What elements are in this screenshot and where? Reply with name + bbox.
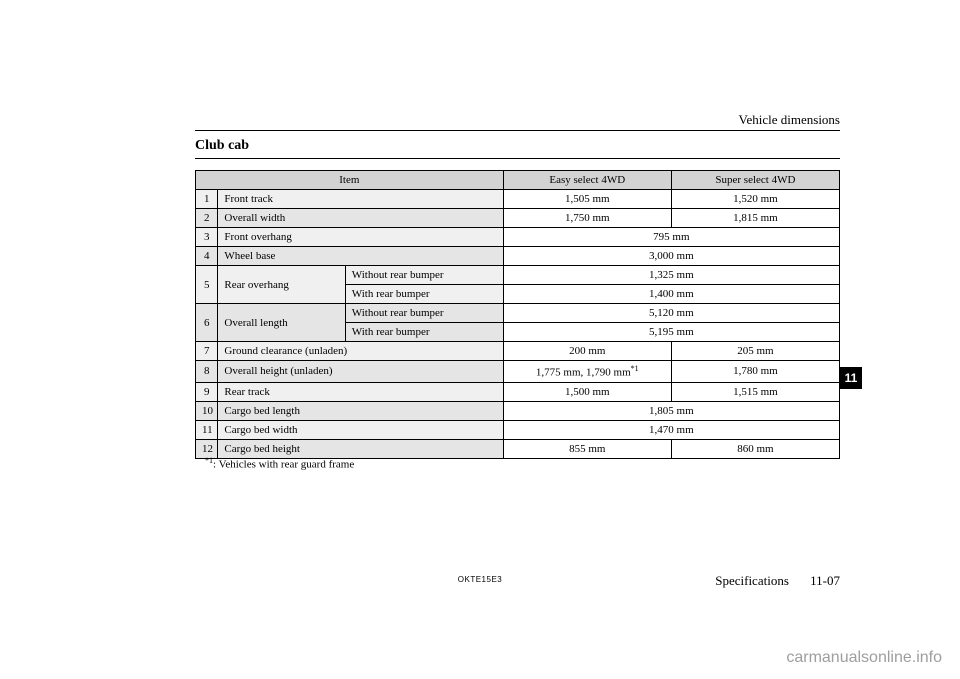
table-row: 7 Ground clearance (unladen) 200 mm 205 … [196, 342, 840, 361]
table-row: 4 Wheel base 3,000 mm [196, 247, 840, 266]
row-subitem: Without rear bumper [345, 304, 503, 323]
row-val-b: 1,780 mm [671, 361, 839, 383]
row-val-a-text: 1,775 mm, 1,790 mm [536, 367, 631, 379]
table-row: 3 Front overhang 795 mm [196, 228, 840, 247]
table-row: 9 Rear track 1,500 mm 1,515 mm [196, 382, 840, 401]
row-val-merged: 795 mm [503, 228, 839, 247]
row-val-b: 1,815 mm [671, 209, 839, 228]
row-item: Cargo bed length [218, 401, 503, 420]
row-val-a: 1,500 mm [503, 382, 671, 401]
row-num: 10 [196, 401, 218, 420]
spec-table: Item Easy select 4WD Super select 4WD 1 … [195, 170, 840, 459]
footnote-mark: *1 [205, 456, 213, 465]
footnote: *1: Vehicles with rear guard frame [205, 456, 354, 471]
row-val-merged: 1,805 mm [503, 401, 839, 420]
row-val-a: 200 mm [503, 342, 671, 361]
row-val-merged: 5,120 mm [503, 304, 839, 323]
row-val-a: 1,505 mm [503, 190, 671, 209]
row-item: Ground clearance (unladen) [218, 342, 503, 361]
table-header-row: Item Easy select 4WD Super select 4WD [196, 171, 840, 190]
footnote-ref: *1 [631, 364, 639, 373]
section-title: Club cab [195, 138, 249, 154]
row-val-b: 1,520 mm [671, 190, 839, 209]
row-item: Front track [218, 190, 503, 209]
row-val-merged: 1,325 mm [503, 266, 839, 285]
row-num: 5 [196, 266, 218, 304]
row-num: 7 [196, 342, 218, 361]
row-val-a: 1,750 mm [503, 209, 671, 228]
row-item: Rear track [218, 382, 503, 401]
running-head: Vehicle dimensions [739, 112, 840, 128]
row-item: Rear overhang [218, 266, 345, 304]
row-val-merged: 1,400 mm [503, 285, 839, 304]
spec-table-wrap: Item Easy select 4WD Super select 4WD 1 … [195, 170, 840, 459]
row-item: Wheel base [218, 247, 503, 266]
row-num: 3 [196, 228, 218, 247]
row-item: Front overhang [218, 228, 503, 247]
row-val-b: 1,515 mm [671, 382, 839, 401]
col-header-variant-b: Super select 4WD [671, 171, 839, 190]
row-num: 8 [196, 361, 218, 383]
row-num: 6 [196, 304, 218, 342]
row-num: 2 [196, 209, 218, 228]
page: Vehicle dimensions Club cab Item Easy se… [0, 0, 960, 679]
footer-section: Specifications [715, 573, 789, 588]
table-row: 8 Overall height (unladen) 1,775 mm, 1,7… [196, 361, 840, 383]
row-val-merged: 3,000 mm [503, 247, 839, 266]
chapter-tab: 11 [840, 367, 862, 389]
row-val-merged: 1,470 mm [503, 420, 839, 439]
divider-under-title [195, 158, 840, 159]
footnote-text: : Vehicles with rear guard frame [213, 459, 354, 471]
row-item: Overall width [218, 209, 503, 228]
row-item: Overall height (unladen) [218, 361, 503, 383]
row-num: 1 [196, 190, 218, 209]
row-item: Overall length [218, 304, 345, 342]
table-row: 11 Cargo bed width 1,470 mm [196, 420, 840, 439]
row-subitem: With rear bumper [345, 285, 503, 304]
row-val-b: 860 mm [671, 439, 839, 458]
row-item: Cargo bed width [218, 420, 503, 439]
row-val-merged: 5,195 mm [503, 323, 839, 342]
table-row: 5 Rear overhang Without rear bumper 1,32… [196, 266, 840, 285]
col-header-variant-a: Easy select 4WD [503, 171, 671, 190]
table-row: 10 Cargo bed length 1,805 mm [196, 401, 840, 420]
row-subitem: With rear bumper [345, 323, 503, 342]
row-num: 9 [196, 382, 218, 401]
doc-code: OKTE15E3 [458, 575, 502, 584]
row-val-a: 1,775 mm, 1,790 mm*1 [503, 361, 671, 383]
page-number: 11-07 [810, 573, 840, 588]
table-row: 2 Overall width 1,750 mm 1,815 mm [196, 209, 840, 228]
row-num: 11 [196, 420, 218, 439]
table-row: 1 Front track 1,505 mm 1,520 mm [196, 190, 840, 209]
row-num: 4 [196, 247, 218, 266]
table-row: 6 Overall length Without rear bumper 5,1… [196, 304, 840, 323]
row-subitem: Without rear bumper [345, 266, 503, 285]
divider-top [195, 130, 840, 131]
row-val-a: 855 mm [503, 439, 671, 458]
footer-right: Specifications 11-07 [715, 573, 840, 589]
row-val-b: 205 mm [671, 342, 839, 361]
watermark: carmanualsonline.info [786, 649, 942, 667]
col-header-item: Item [196, 171, 504, 190]
